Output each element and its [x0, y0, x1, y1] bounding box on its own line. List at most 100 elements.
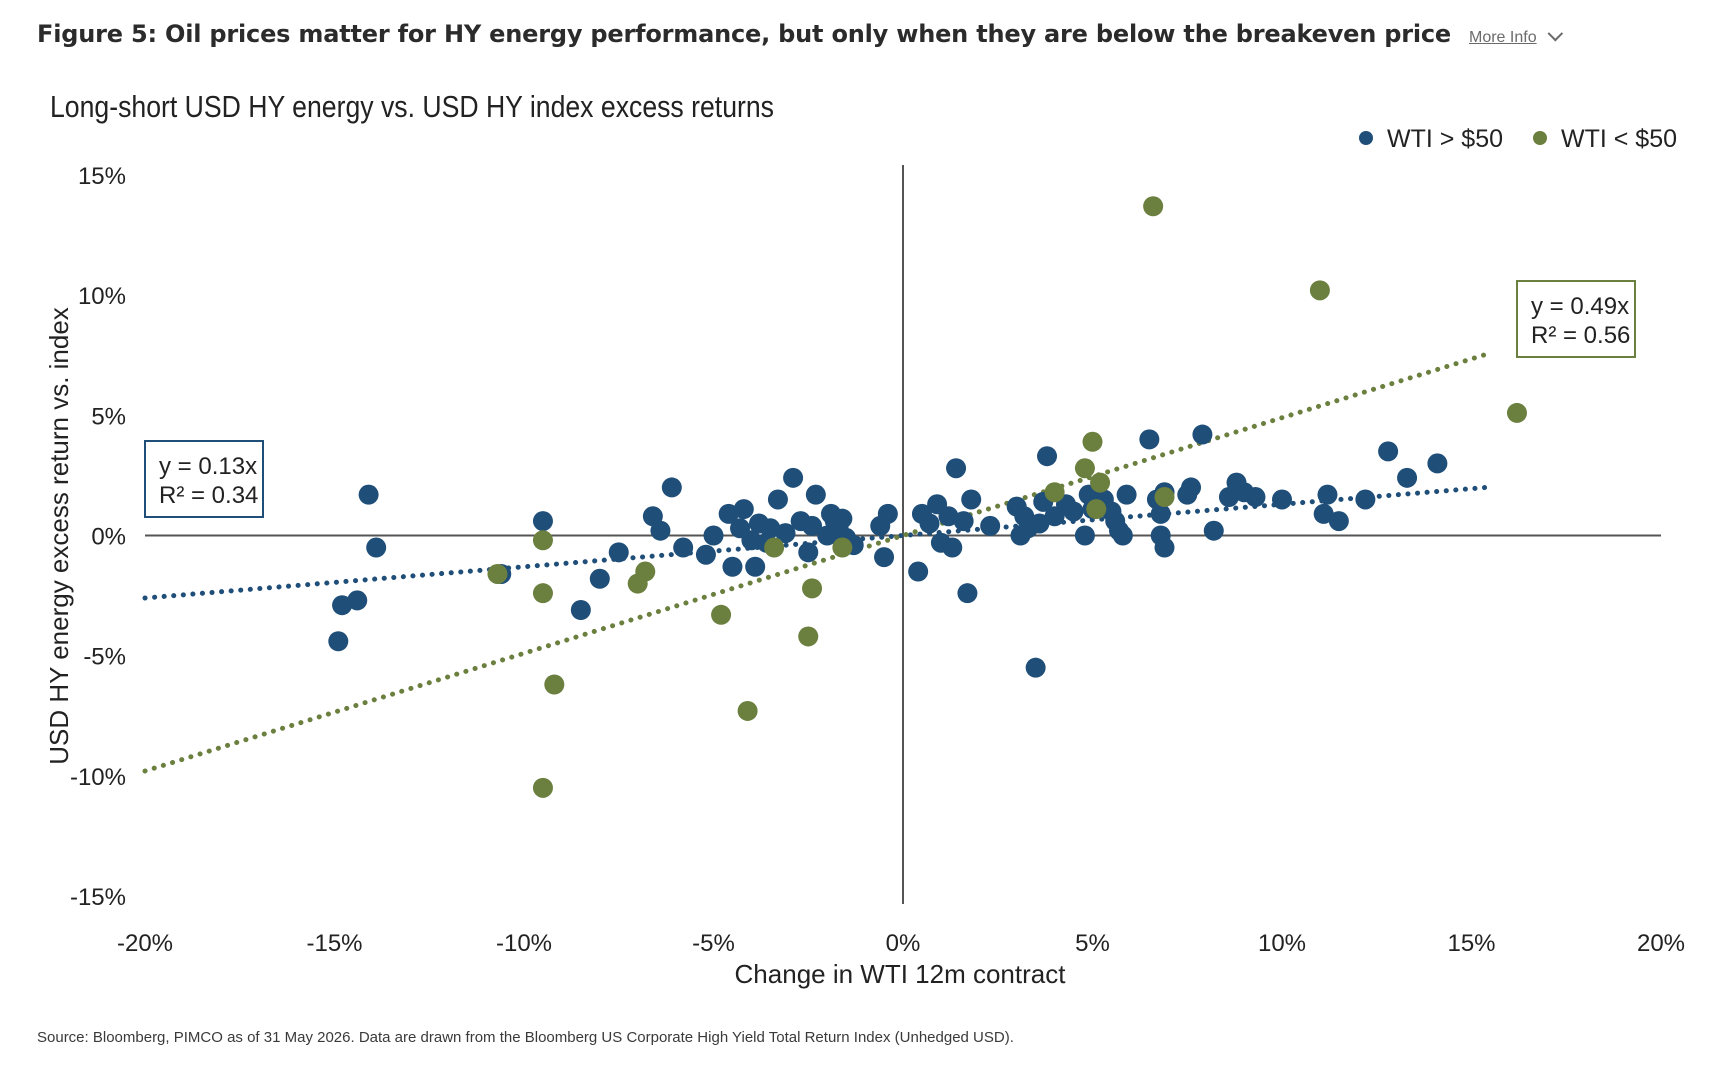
legend-label-below-50: WTI < $50: [1561, 125, 1677, 153]
data-point-below-50: [1506, 402, 1527, 423]
data-point-below-50: [532, 777, 553, 798]
data-point-below-50: [532, 583, 553, 604]
data-point-below-50: [1074, 458, 1095, 479]
data-point-above-50: [1355, 489, 1376, 510]
data-point-above-50: [1037, 446, 1058, 467]
data-point-above-50: [798, 542, 819, 563]
data-point-above-50: [1139, 429, 1160, 450]
data-point-above-50: [980, 515, 1001, 536]
x-axis-label: Change in WTI 12m contract: [735, 959, 1067, 989]
y-tick-labels: 15% 10% 5% 0% -5% -10% -15%: [70, 163, 126, 911]
annotation-line-r2-above-50: R² = 0.34: [159, 482, 258, 509]
data-point-above-50: [733, 499, 754, 520]
data-point-above-50: [1181, 477, 1202, 498]
data-point-above-50: [1203, 520, 1224, 541]
data-point-above-50: [877, 503, 898, 524]
data-point-below-50: [737, 700, 758, 721]
data-point-above-50: [1427, 453, 1448, 474]
y-tick-label: -5%: [83, 644, 126, 671]
data-point-above-50: [1317, 484, 1338, 505]
data-point-above-50: [919, 513, 940, 534]
legend-marker-below-50: [1533, 131, 1547, 145]
data-point-above-50: [695, 544, 716, 565]
data-point-below-50: [798, 626, 819, 647]
legend: WTI > $50 WTI < $50: [1359, 125, 1677, 153]
x-tick-label: 0%: [886, 930, 921, 957]
series-below-50-points: [487, 196, 1527, 798]
source-note: Source: Bloomberg, PIMCO as of 31 May 20…: [37, 1029, 1014, 1046]
data-point-above-50: [832, 508, 853, 529]
data-point-below-50: [711, 604, 732, 625]
data-point-above-50: [775, 523, 796, 544]
figure-header: Figure 5: Oil prices matter for HY energ…: [37, 20, 1563, 48]
annotation-line-r2-below-50: R² = 0.56: [1531, 322, 1630, 349]
data-point-above-50: [805, 484, 826, 505]
data-point-above-50: [1154, 537, 1175, 558]
data-point-above-50: [661, 477, 682, 498]
data-point-above-50: [961, 489, 982, 510]
y-tick-label: -15%: [70, 884, 126, 911]
data-point-above-50: [1025, 657, 1046, 678]
data-point-below-50: [802, 578, 823, 599]
data-point-above-50: [1150, 503, 1171, 524]
data-point-above-50: [722, 556, 743, 577]
more-info-link[interactable]: More Info: [1469, 29, 1537, 46]
y-tick-label: 0%: [91, 524, 126, 551]
x-tick-label: 5%: [1075, 930, 1110, 957]
legend-item-above-50: WTI > $50: [1359, 125, 1503, 153]
data-point-above-50: [532, 511, 553, 532]
data-point-above-50: [802, 515, 823, 536]
data-point-below-50: [487, 563, 508, 584]
data-point-below-50: [1143, 196, 1164, 217]
data-point-below-50: [1044, 482, 1065, 503]
data-point-above-50: [650, 520, 671, 541]
y-tick-label: 15%: [78, 163, 126, 190]
data-point-above-50: [1245, 487, 1266, 508]
trendline-above-50: [142, 484, 1493, 601]
data-point-above-50: [1063, 501, 1084, 522]
y-tick-label: 5%: [91, 403, 126, 430]
chart-title: Long-short USD HY energy vs. USD HY inde…: [50, 89, 774, 124]
data-point-below-50: [764, 537, 785, 558]
data-point-above-50: [1328, 511, 1349, 532]
data-point-above-50: [942, 537, 963, 558]
data-point-above-50: [1313, 503, 1334, 524]
data-point-above-50: [570, 600, 591, 621]
annotation-box-above-50: [144, 440, 264, 518]
legend-item-below-50: WTI < $50: [1533, 125, 1677, 153]
x-tick-label: -20%: [117, 930, 173, 957]
data-point-above-50: [332, 595, 353, 616]
data-point-above-50: [673, 537, 694, 558]
data-point-above-50: [347, 590, 368, 611]
annotation-above-50: y = 0.13x R² = 0.34: [144, 440, 264, 518]
data-point-above-50: [760, 518, 781, 539]
data-point-above-50: [908, 561, 929, 582]
data-point-above-50: [957, 583, 978, 604]
y-axis-label: USD HY energy excess return vs. index: [44, 307, 74, 765]
data-point-above-50: [741, 530, 762, 551]
data-point-below-50: [635, 561, 656, 582]
data-point-above-50: [1074, 525, 1095, 546]
data-point-below-50: [532, 530, 553, 551]
data-point-below-50: [832, 537, 853, 558]
data-point-above-50: [358, 484, 379, 505]
data-point-above-50: [703, 525, 724, 546]
legend-label-above-50: WTI > $50: [1387, 125, 1503, 153]
data-point-below-50: [1086, 499, 1107, 520]
data-point-above-50: [1378, 441, 1399, 462]
annotation-line-equation-below-50: y = 0.49x: [1531, 293, 1629, 320]
x-tick-label: -5%: [692, 930, 735, 957]
x-tick-label: -10%: [496, 930, 552, 957]
figure-title: Figure 5: Oil prices matter for HY energ…: [37, 20, 1451, 48]
data-point-below-50: [1090, 472, 1111, 493]
legend-marker-above-50: [1359, 131, 1373, 145]
x-tick-label: 15%: [1447, 930, 1495, 957]
x-tick-labels: -20% -15% -10% -5% 0% 5% 10% 15% 20%: [117, 930, 1685, 957]
annotation-line-equation-above-50: y = 0.13x: [159, 453, 257, 480]
x-tick-label: 20%: [1637, 930, 1685, 957]
data-point-above-50: [1029, 513, 1050, 534]
data-point-above-50: [767, 489, 788, 510]
data-point-above-50: [745, 556, 766, 577]
data-point-above-50: [1192, 424, 1213, 445]
